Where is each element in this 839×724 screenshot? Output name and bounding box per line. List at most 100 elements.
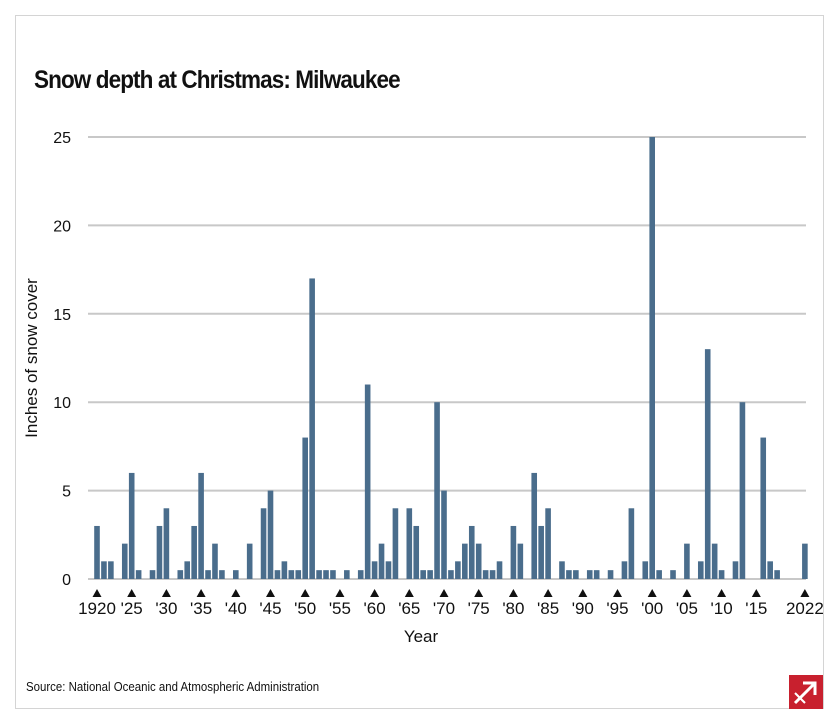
- bar-1938: [219, 570, 225, 579]
- x-tick-label: '15: [745, 599, 767, 618]
- y-tick-label: 15: [53, 307, 71, 324]
- chart-title: Snow depth at Christmas: Milwaukee: [34, 66, 401, 94]
- tick-marker-icon: [161, 589, 171, 597]
- x-tick-label: '00: [641, 599, 663, 618]
- bar-1967: [420, 570, 426, 579]
- bar-1992: [593, 570, 600, 579]
- y-tick-label: 25: [53, 130, 71, 147]
- bar-1977: [489, 570, 496, 579]
- bar-1973: [462, 543, 468, 579]
- x-tick-label: '95: [606, 599, 628, 618]
- bar-1925: [128, 472, 135, 579]
- tick-marker-icon: [196, 589, 206, 597]
- x-tick-label: '50: [294, 599, 316, 618]
- bar-1951: [309, 278, 315, 579]
- y-tick-label: 0: [62, 572, 71, 589]
- x-tick-label: '30: [155, 599, 177, 618]
- bar-2003: [670, 570, 676, 579]
- tick-marker-icon: [231, 589, 241, 597]
- bar-2001: [656, 570, 662, 579]
- bar-1999: [642, 561, 649, 579]
- bar-1929: [156, 525, 163, 579]
- bar-2012: [732, 561, 739, 579]
- bar-2013: [739, 402, 746, 579]
- bar-2009: [711, 543, 718, 579]
- bar-1937: [212, 543, 218, 579]
- x-tick-label: '85: [537, 599, 559, 618]
- bar-1958: [357, 570, 364, 579]
- x-tick-label: '90: [572, 599, 594, 618]
- bar-1944: [260, 508, 267, 579]
- tick-marker-icon: [578, 589, 588, 597]
- tick-marker-icon: [613, 589, 622, 597]
- x-tick-label: '60: [364, 599, 386, 618]
- tick-marker-icon: [751, 589, 761, 597]
- bar-1972: [455, 561, 461, 579]
- x-tick-label: '35: [190, 599, 212, 618]
- x-tick-label: '25: [121, 599, 143, 618]
- tick-marker-icon: [370, 589, 380, 597]
- x-tick-label: '65: [398, 599, 420, 618]
- x-tick-label: '55: [329, 599, 351, 618]
- bar-1940: [233, 570, 239, 579]
- bar-1968: [427, 570, 433, 579]
- bar-1920: [94, 525, 100, 579]
- bar-2005: [684, 543, 690, 579]
- bar-1970: [441, 490, 447, 579]
- y-axis-title: Inches of snow cover: [22, 278, 41, 438]
- bar-1948: [288, 570, 295, 579]
- bar-2008: [704, 349, 711, 579]
- logo-arrow-icon: [793, 681, 817, 705]
- bar-1950: [302, 437, 308, 579]
- bar-1956: [344, 570, 350, 579]
- tick-marker-icon: [474, 589, 484, 597]
- bar-1946: [274, 570, 281, 579]
- tick-marker-icon: [800, 589, 810, 597]
- x-tick-label: '40: [225, 599, 247, 618]
- bar-1962: [385, 561, 392, 579]
- tick-marker-icon: [543, 589, 553, 597]
- bar-1976: [482, 570, 489, 579]
- x-tick-label: '70: [433, 599, 455, 618]
- bar-1928: [149, 570, 156, 579]
- tick-marker-icon: [508, 589, 518, 597]
- bar-2010: [718, 570, 725, 579]
- y-tick-label: 10: [53, 395, 71, 412]
- x-tick-label: '45: [259, 599, 281, 618]
- bar-1932: [177, 570, 184, 579]
- bar-1969: [434, 402, 440, 579]
- bar-1921: [101, 561, 107, 579]
- bar-1991: [586, 570, 593, 579]
- bar-1930: [163, 508, 170, 579]
- bar-1975: [475, 543, 482, 579]
- bar-1985: [545, 508, 551, 579]
- bar-1994: [607, 570, 614, 579]
- bar-1922: [108, 561, 114, 579]
- bar-1987: [559, 561, 565, 579]
- tick-marker-icon: [300, 589, 310, 597]
- tick-marker-icon: [682, 589, 692, 597]
- bar-1924: [121, 543, 128, 579]
- bar-1980: [510, 525, 517, 579]
- tick-marker-icon: [92, 589, 102, 597]
- x-tick-label: 1920: [78, 599, 116, 618]
- tick-marker-icon: [404, 589, 414, 597]
- bar-1954: [330, 570, 336, 579]
- bar-1961: [378, 543, 385, 579]
- tick-marker-icon: [717, 589, 727, 597]
- bar-1949: [295, 570, 302, 579]
- bar-2007: [697, 561, 704, 579]
- bar-1952: [316, 570, 322, 579]
- bar-1947: [281, 561, 288, 579]
- bar-1966: [413, 525, 420, 579]
- bar-2017: [767, 561, 773, 579]
- source-note: Source: National Oceanic and Atmospheric…: [26, 679, 320, 694]
- x-tick-label: '80: [502, 599, 524, 618]
- bar-2016: [760, 437, 767, 579]
- bar-1936: [205, 570, 211, 579]
- bar-2018: [774, 570, 780, 579]
- bar-1935: [198, 472, 204, 579]
- bar-1978: [496, 561, 503, 579]
- tick-marker-icon: [335, 589, 345, 597]
